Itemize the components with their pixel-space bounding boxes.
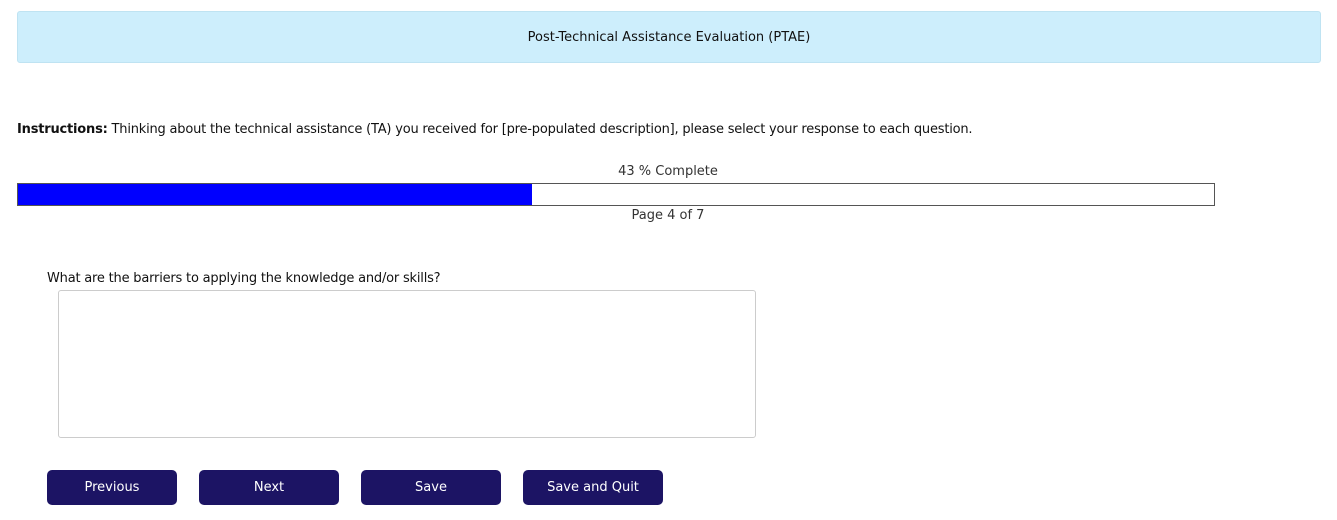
instructions: Instructions: Thinking about the technic…	[17, 122, 973, 137]
save-button[interactable]: Save	[361, 470, 501, 505]
progress-bar	[17, 183, 1215, 206]
previous-button[interactable]: Previous	[47, 470, 177, 505]
page-indicator: Page 4 of 7	[631, 208, 705, 223]
progress-percent-label: 43 % Complete	[618, 164, 718, 179]
instructions-label: Instructions:	[17, 122, 108, 137]
progress-bar-fill	[18, 184, 533, 205]
survey-title: Post-Technical Assistance Evaluation (PT…	[527, 29, 811, 45]
save-and-quit-button[interactable]: Save and Quit	[523, 470, 663, 505]
barriers-answer-textarea[interactable]	[58, 290, 756, 438]
survey-header: Post-Technical Assistance Evaluation (PT…	[17, 11, 1321, 63]
instructions-text: Thinking about the technical assistance …	[107, 122, 973, 137]
next-button[interactable]: Next	[199, 470, 339, 505]
question-label: What are the barriers to applying the kn…	[47, 271, 441, 286]
